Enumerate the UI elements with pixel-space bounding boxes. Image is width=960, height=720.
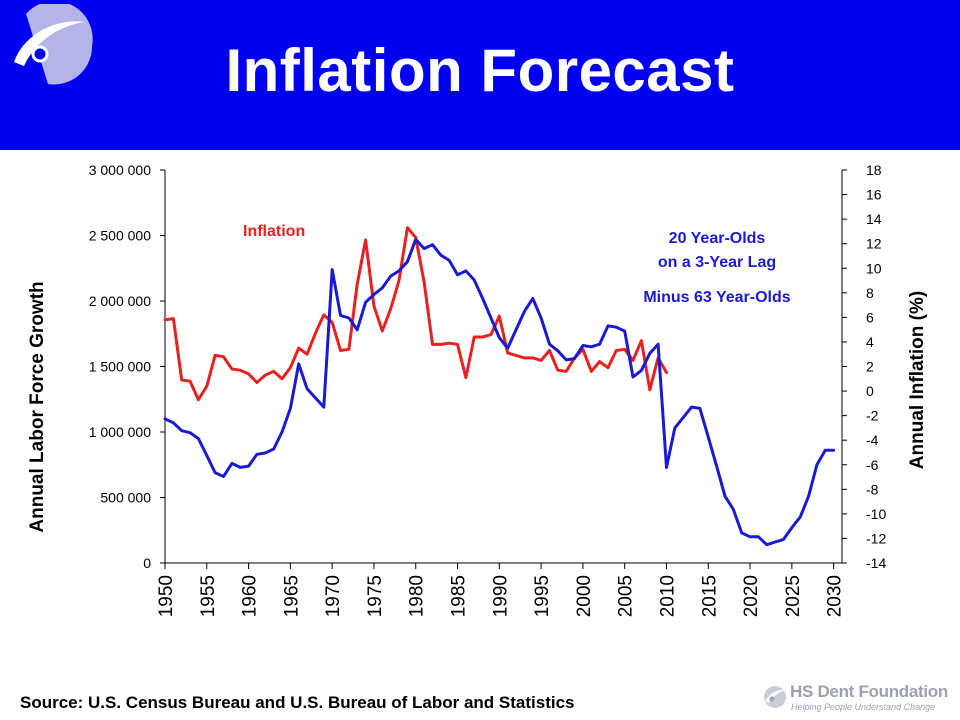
swoosh-logo-icon	[764, 686, 786, 708]
x-tick-label: 1950	[156, 575, 177, 617]
x-tick-label: 1990	[490, 575, 511, 617]
y-right-tick-label: -12	[866, 530, 886, 546]
chart-axes	[160, 169, 847, 569]
lag-annotation-line2: on a 3-Year Lag	[658, 254, 776, 271]
x-tick-label: 1970	[323, 575, 344, 617]
x-tick-label: 2020	[741, 575, 762, 617]
y-right-tick-label: -6	[866, 457, 879, 473]
chart-axis-titles: Annual Labor Force Growth Annual Inflati…	[27, 281, 928, 532]
x-tick-label: 1965	[281, 575, 302, 617]
y-right-tick-label: -4	[866, 432, 879, 448]
title-banner: Inflation Forecast	[0, 0, 960, 150]
x-tick-label: 1975	[365, 575, 386, 617]
y-left-tick-label: 1 000 000	[89, 424, 151, 440]
y-left-tick-label: 1 500 000	[89, 359, 151, 375]
y-right-tick-label: 16	[866, 187, 882, 203]
inflation-forecast-chart: 0 500 000 1 000 000 1 500 000 2 000 000 2 500…	[27, 162, 928, 617]
y-right-tick-label: 18	[866, 162, 882, 178]
y-right-tick-label: 4	[866, 334, 874, 350]
x-tick-label: 2005	[616, 575, 637, 617]
y-right-tick-label: 8	[866, 285, 874, 301]
x-tick-label: 1980	[407, 575, 428, 617]
y-right-tick-label: 6	[866, 309, 874, 325]
y-left-tick-label: 2 500 000	[89, 228, 151, 244]
y-left-tick-label: 3 000 000	[89, 162, 151, 178]
x-tick-label: 1960	[240, 575, 261, 617]
y-right-tick-label: 12	[866, 236, 882, 252]
x-tick-label: 2025	[783, 575, 804, 617]
y-right-tick-label: 2	[866, 359, 874, 375]
y-left-axis-title: Annual Labor Force Growth	[27, 281, 48, 532]
x-tick-label: 2015	[699, 575, 720, 617]
lag-annotation-line3: Minus 63 Year-Olds	[643, 289, 790, 306]
source-note: Source: U.S. Census Bureau and U.S. Bure…	[20, 693, 575, 712]
y-right-axis-title: Annual Inflation (%)	[907, 291, 928, 469]
x-tick-label: 1995	[532, 575, 553, 617]
y-left-tick-label: 0	[143, 555, 151, 571]
x-tick-label: 2000	[574, 575, 595, 617]
inflation-annotation: Inflation	[243, 223, 305, 240]
footer-logo-tagline: Helping People Understand Change	[791, 702, 936, 712]
chart-series-lines	[163, 226, 836, 547]
x-tick-label: 1985	[449, 575, 470, 617]
y-right-tick-label: 0	[866, 383, 874, 399]
x-tick-label: 1955	[198, 575, 219, 617]
y-right-tick-label: -8	[866, 481, 879, 497]
y-right-tick-label: 14	[866, 211, 882, 227]
x-tick-label: 2030	[825, 575, 846, 617]
lag-annotation-line1: 20 Year-Olds	[669, 230, 766, 247]
circle-swoosh-logo-icon	[14, 4, 93, 85]
y-right-tick-label: -10	[866, 506, 886, 522]
y-right-tick-label: -2	[866, 408, 879, 424]
y-left-tick-label: 2 000 000	[89, 293, 151, 309]
inflation-series-line	[163, 226, 668, 402]
y-right-tick-label: 10	[866, 260, 882, 276]
chart-annotations: Inflation 20 Year-Olds on a 3-Year Lag M…	[243, 223, 791, 306]
page-title: Inflation Forecast	[225, 37, 735, 104]
y-left-tick-label: 500 000	[100, 490, 151, 506]
x-tick-label: 2010	[657, 575, 678, 617]
y-right-tick-label: -14	[866, 555, 886, 571]
chart-tick-labels: 0 500 000 1 000 000 1 500 000 2 000 000 2 500…	[89, 162, 887, 617]
footer-logo-name: HS Dent Foundation	[790, 682, 948, 701]
labor-force-series-line	[163, 237, 836, 547]
footer-logo: HS Dent Foundation Helping People Unders…	[760, 680, 950, 716]
